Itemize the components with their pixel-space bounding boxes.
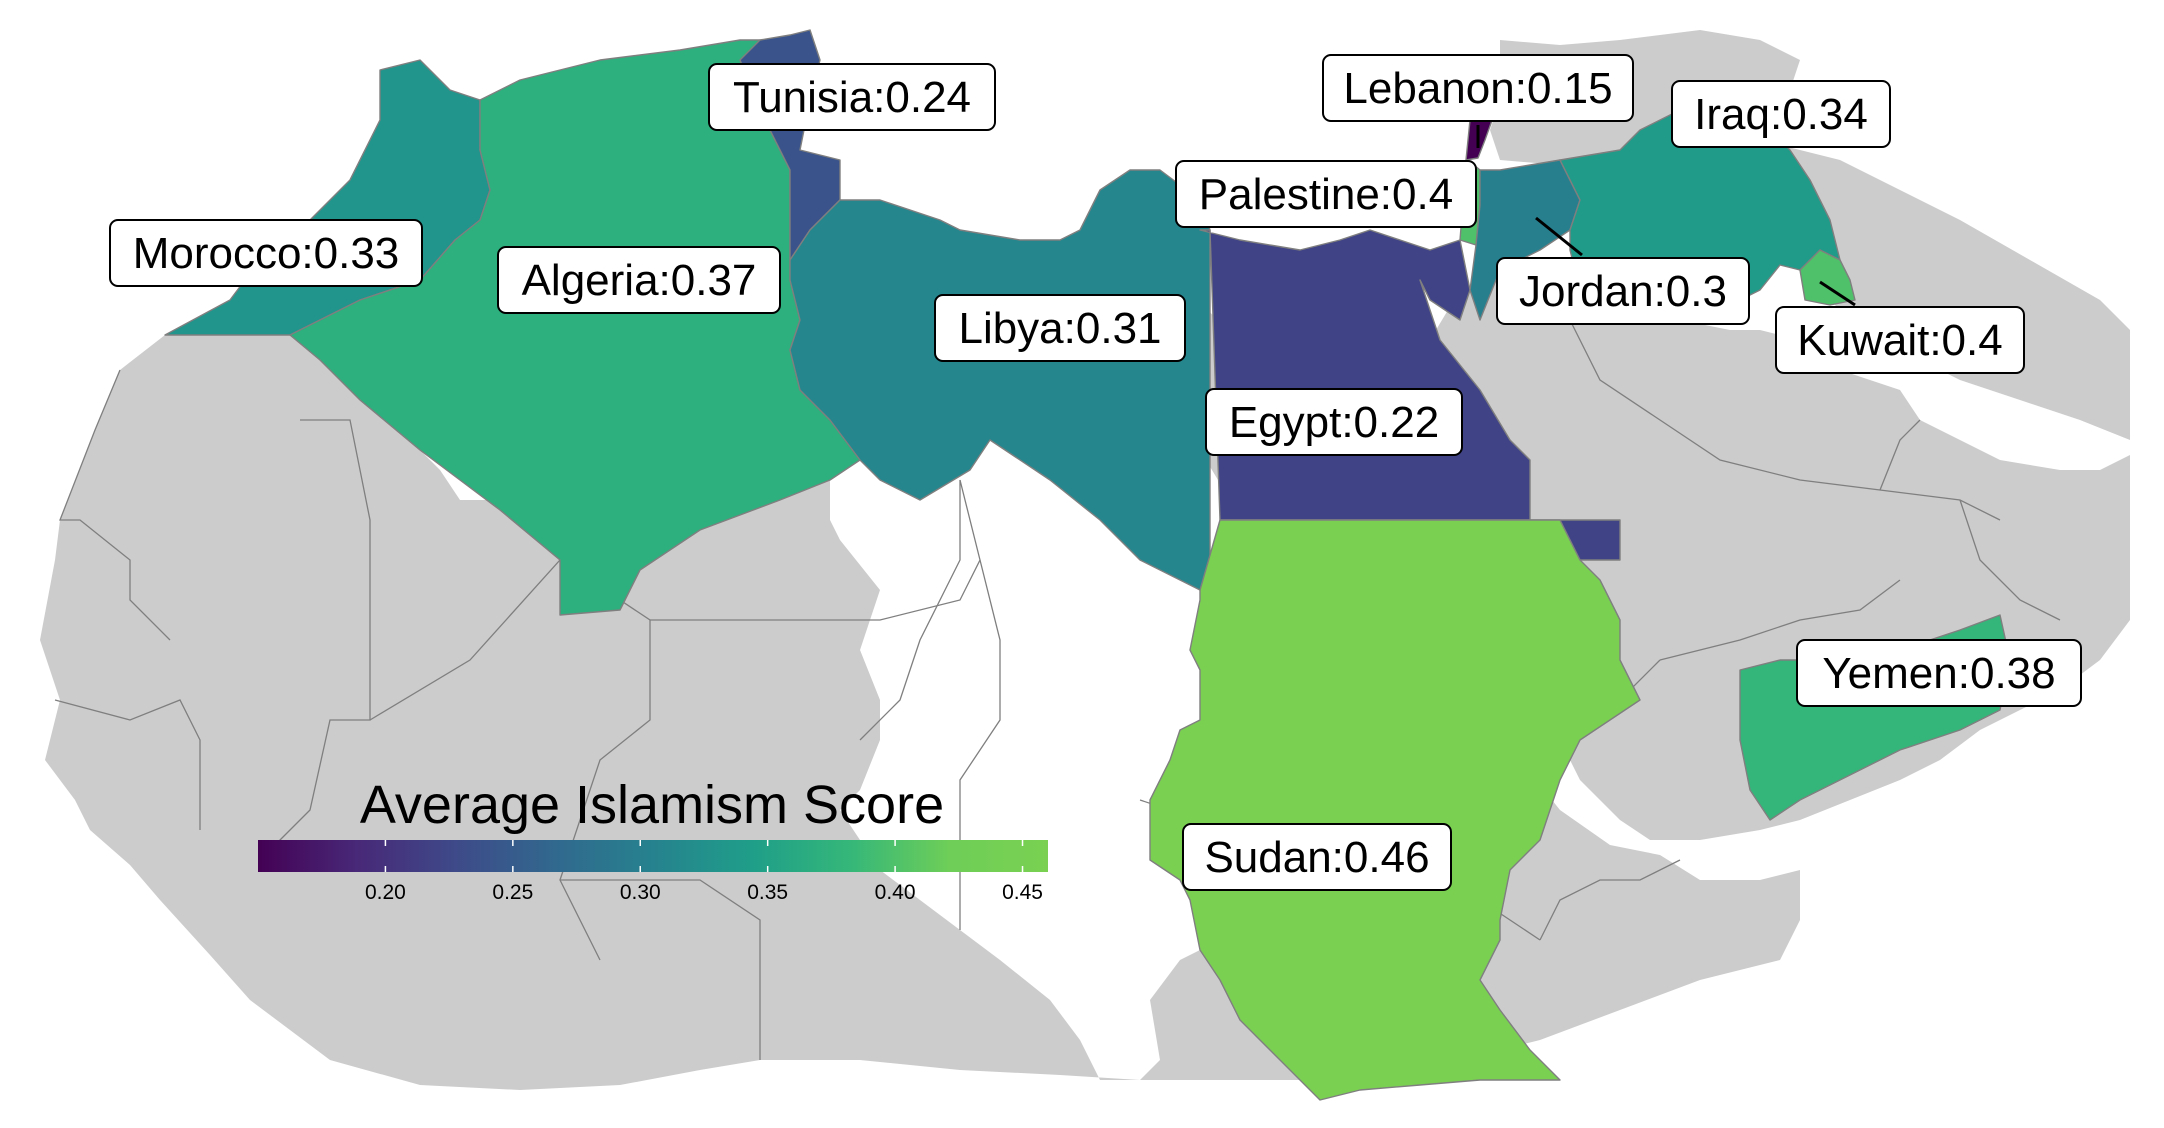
label-text-morocco: Morocco:0.33	[133, 229, 400, 278]
leader-lines	[1476, 125, 1856, 307]
label-sudan: Sudan:0.46	[1182, 823, 1452, 891]
label-lebanon: Lebanon:0.15	[1322, 54, 1634, 122]
iran-land	[1760, 140, 2130, 440]
label-jordan: Jordan:0.3	[1496, 257, 1750, 325]
label-text-yemen: Yemen:0.38	[1822, 649, 2055, 698]
label-iraq: Iraq:0.34	[1671, 80, 1891, 148]
label-libya: Libya:0.31	[934, 294, 1186, 362]
country-kuwait[interactable]	[1799, 249, 1856, 306]
label-text-libya: Libya:0.31	[958, 304, 1161, 353]
label-box-morocco	[109, 219, 423, 287]
label-box-yemen	[1796, 639, 2082, 707]
country-labels: Morocco:0.33 Algeria:0.37 Tunisia:0.24 L…	[109, 54, 2082, 891]
label-box-libya	[934, 294, 1186, 362]
label-box-kuwait	[1775, 306, 2025, 374]
legend-tick-label: 0.45	[1002, 881, 1043, 904]
label-egypt: Egypt:0.22	[1205, 388, 1463, 456]
legend-tick-label: 0.20	[365, 881, 406, 904]
label-algeria: Algeria:0.37	[497, 246, 781, 314]
legend-tick-label: 0.25	[492, 881, 533, 904]
label-box-iraq	[1671, 80, 1891, 148]
label-text-egypt: Egypt:0.22	[1229, 398, 1439, 447]
legend-tick-label: 0.40	[875, 881, 916, 904]
leader-kuwait	[1819, 280, 1856, 307]
country-sudan[interactable]	[1149, 519, 1641, 1101]
label-kuwait: Kuwait:0.4	[1775, 306, 2025, 374]
label-box-palestine	[1175, 160, 1477, 228]
country-libya[interactable]	[789, 169, 1211, 591]
leader-jordan	[1535, 216, 1583, 257]
label-morocco: Morocco:0.33	[109, 219, 423, 287]
label-box-sudan	[1182, 823, 1452, 891]
label-text-iraq: Iraq:0.34	[1694, 90, 1868, 139]
label-tunisia: Tunisia:0.24	[708, 63, 996, 131]
label-yemen: Yemen:0.38	[1796, 639, 2082, 707]
label-palestine: Palestine:0.4	[1175, 160, 1477, 228]
legend-title: Average Islamism Score	[360, 775, 944, 835]
label-text-sudan: Sudan:0.46	[1204, 833, 1429, 882]
label-text-algeria: Algeria:0.37	[522, 256, 757, 305]
label-box-lebanon	[1322, 54, 1634, 122]
label-box-tunisia	[708, 63, 996, 131]
legend-ticks: 0.20 0.25 0.30 0.35 0.40 0.45	[365, 840, 1043, 904]
legend: Average Islamism Score 0.20 0.25 0.30 0.35 0…	[258, 775, 1048, 904]
label-text-kuwait: Kuwait:0.4	[1797, 316, 2002, 365]
legend-tick-label: 0.35	[747, 881, 788, 904]
legend-colorbar	[258, 840, 1048, 872]
legend-tick-label: 0.30	[620, 881, 661, 904]
label-text-tunisia: Tunisia:0.24	[733, 73, 971, 122]
label-text-palestine: Palestine:0.4	[1199, 170, 1453, 219]
label-box-egypt	[1205, 388, 1463, 456]
label-text-jordan: Jordan:0.3	[1519, 267, 1727, 316]
label-box-jordan	[1496, 257, 1750, 325]
label-box-algeria	[497, 246, 781, 314]
label-text-lebanon: Lebanon:0.15	[1343, 64, 1612, 113]
